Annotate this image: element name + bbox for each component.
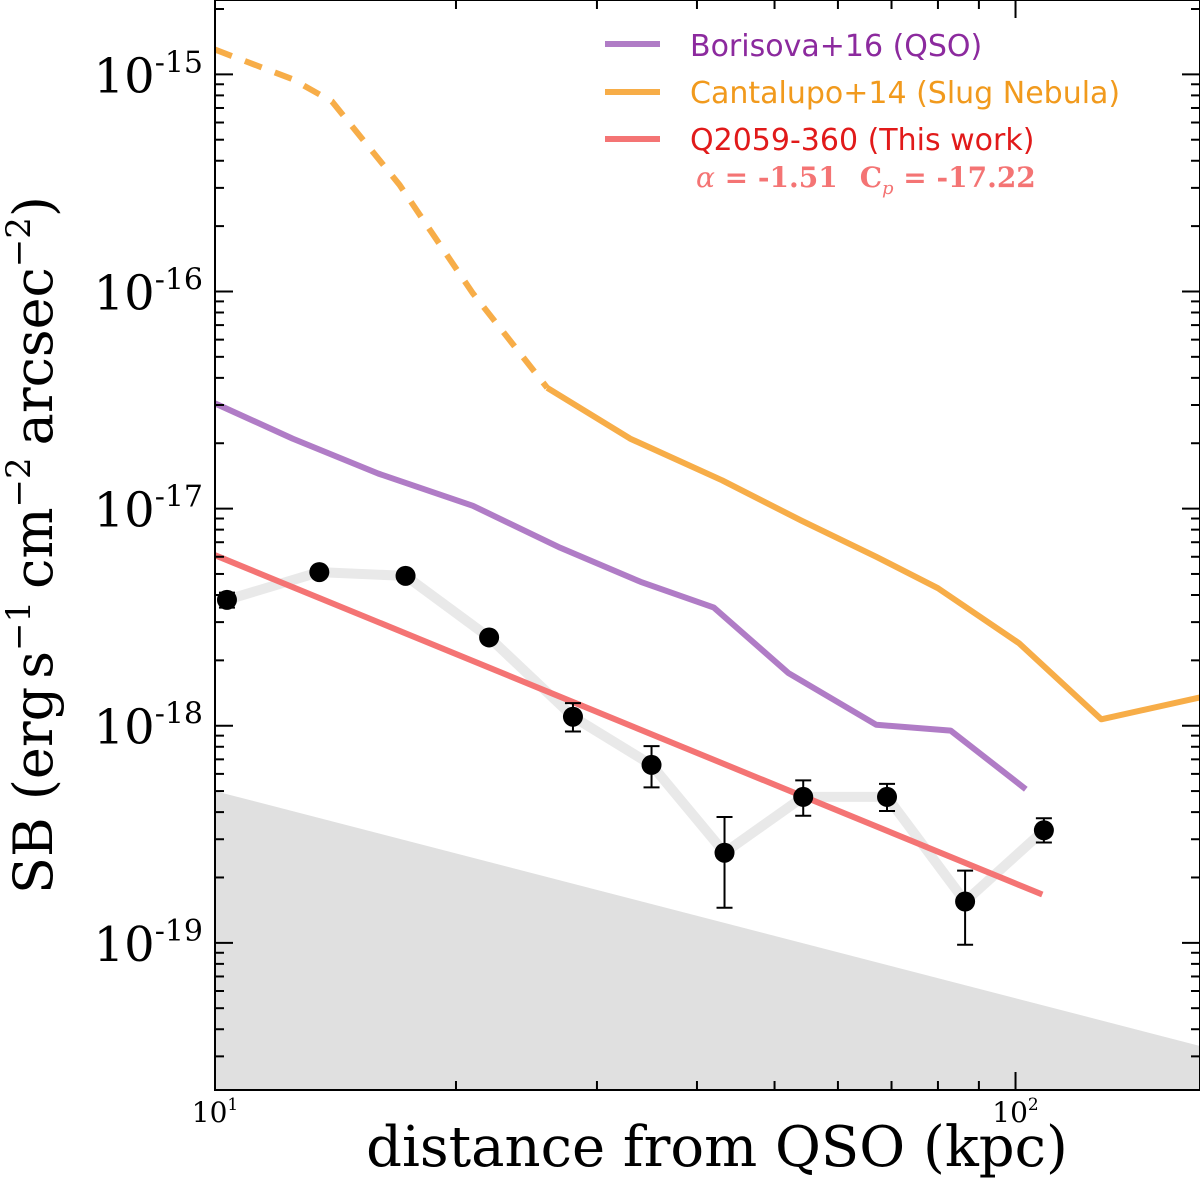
axis-ticks [214, 0, 1200, 1090]
y-tick-label: 10-17 [94, 480, 203, 539]
y-tick-label: 10-16 [94, 262, 203, 321]
x-tick-label: 101 [192, 1095, 238, 1129]
data-points [216, 562, 1054, 912]
y-tick-label: 10-19 [94, 914, 203, 973]
x-tick-label: 102 [992, 1095, 1038, 1129]
plot-area [215, 46, 1200, 1090]
y-tick-label: 10-18 [94, 697, 203, 756]
data-point [877, 786, 898, 807]
data-point [641, 754, 662, 775]
data-point [1033, 820, 1054, 841]
legend-label-fit: Q2059-360 (This work) [690, 123, 1034, 158]
y-axis-label: SB (ergs−1cm−2arcsec−2) [0, 196, 65, 894]
data-point [216, 589, 237, 610]
data-point [309, 562, 330, 583]
legend-label-cantalupo: Cantalupo+14 (Slug Nebula) [690, 76, 1120, 111]
data-point [793, 786, 814, 807]
data-point [562, 706, 583, 727]
legend-label-borisova: Borisova+16 (QSO) [690, 29, 982, 64]
x-axis-label: distance from QSO (kpc) [366, 1115, 1068, 1180]
data-point [714, 842, 735, 863]
noise-region [215, 791, 1200, 1090]
plot-frame [214, 0, 1200, 1091]
data-point [395, 565, 416, 586]
series-line-borisova [215, 400, 1028, 792]
data-point [955, 891, 976, 912]
series-line-fit [215, 552, 1044, 898]
y-tick-label: 10-15 [94, 45, 203, 104]
series-line-cantalupo-dashed [215, 46, 550, 390]
data-point [479, 627, 500, 648]
fit-parameters-annotation: α = -1.51 Cp = -17.22 [696, 161, 1036, 199]
legend: Borisova+16 (QSO) Cantalupo+14 (Slug Neb… [605, 29, 1120, 199]
tick-labels: 10-15 10-16 10-17 10-18 10-19 101 102 [94, 45, 1039, 1129]
series-line-cantalupo [545, 385, 1200, 723]
